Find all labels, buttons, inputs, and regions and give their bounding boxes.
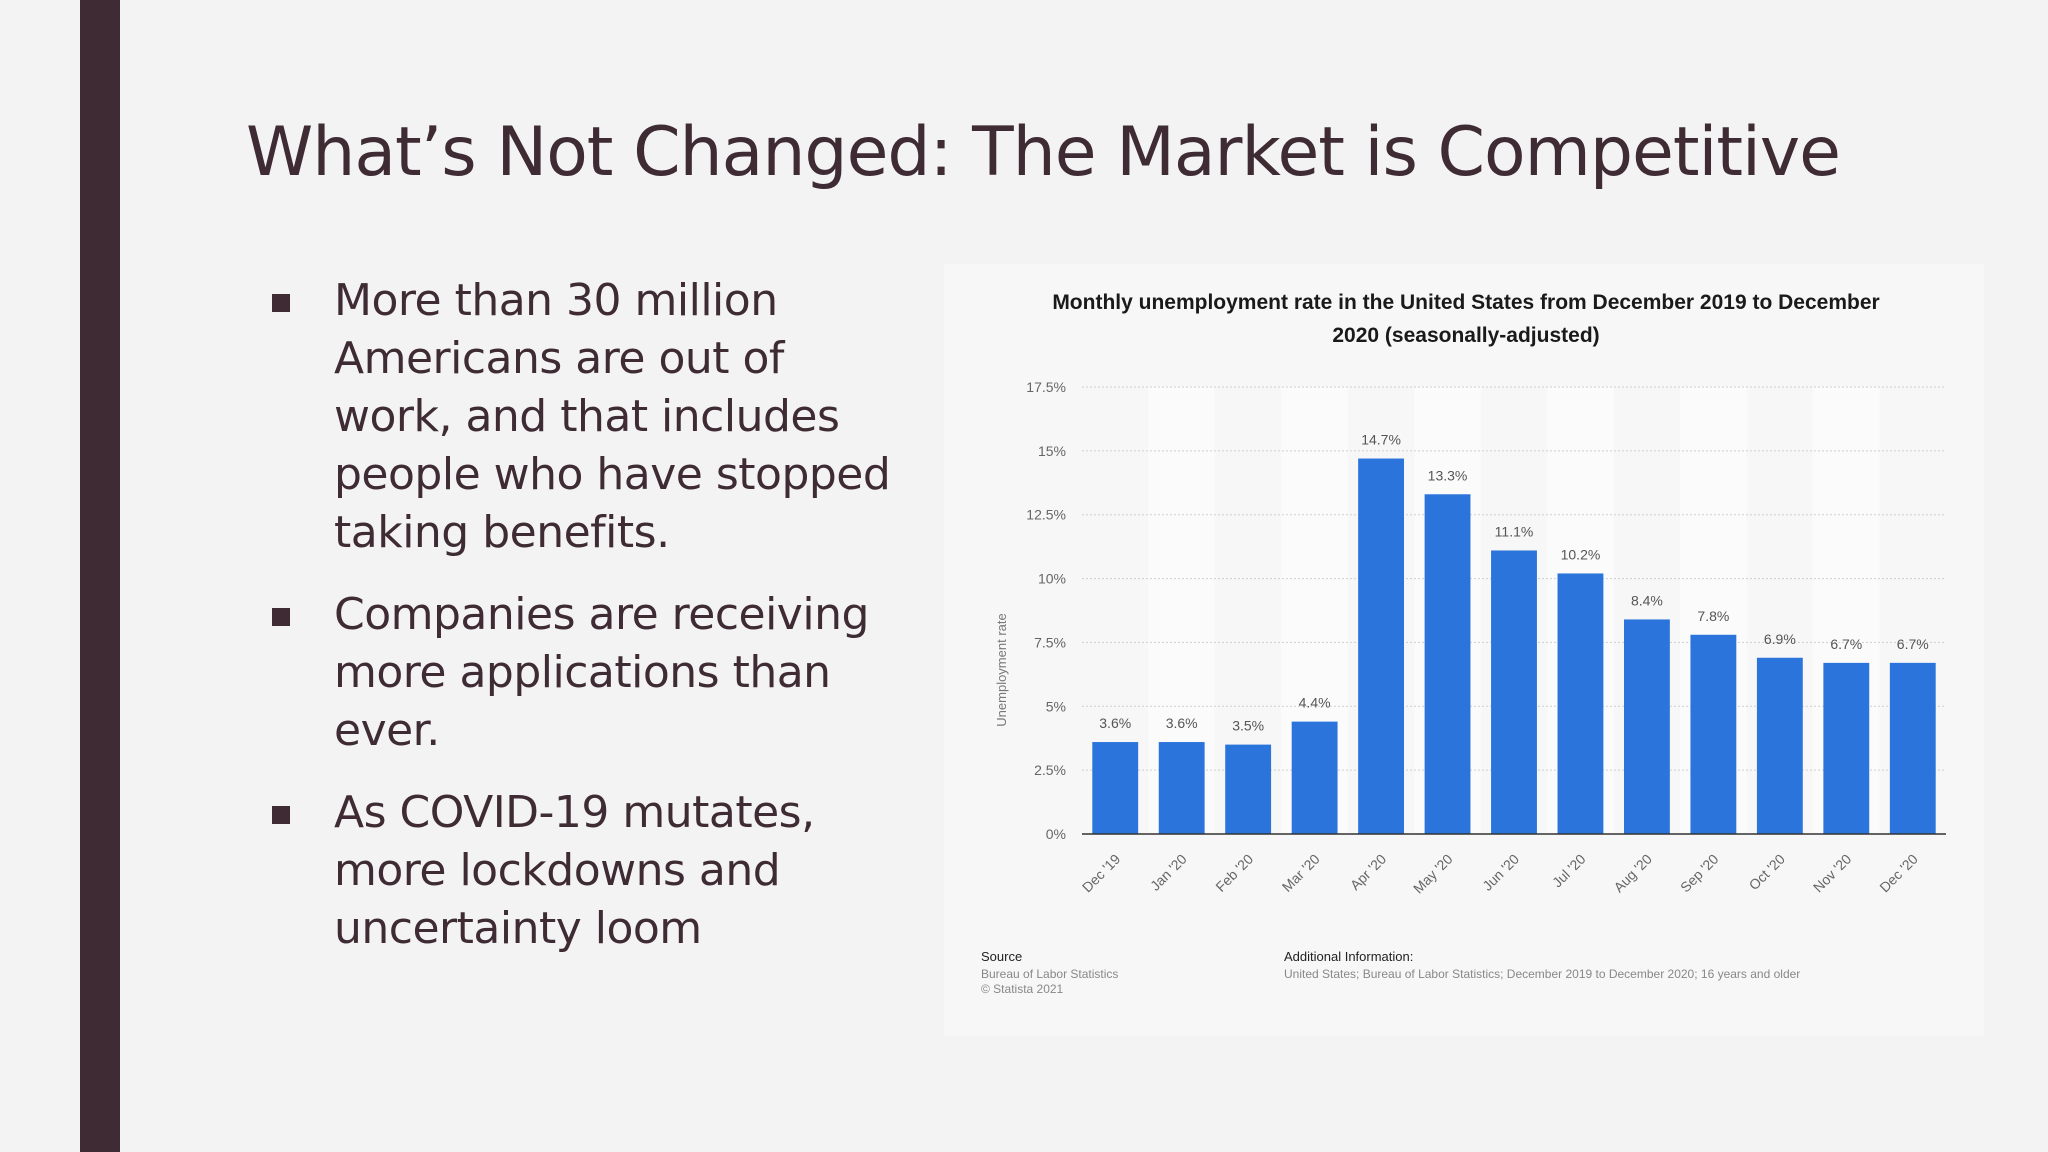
bar [1557,573,1604,834]
x-tick-label: Mar '20 [1279,851,1323,895]
bar [1823,662,1870,834]
bar [1756,657,1803,834]
square-bullet-icon [272,608,290,626]
x-tick-label: Dec '20 [1876,851,1921,896]
bar-value-label: 6.7% [1897,636,1929,652]
x-tick-label: Jul '20 [1549,851,1589,891]
bar [1225,744,1272,834]
bar-value-label: 13.3% [1428,467,1468,483]
bullet-list: More than 30 million Americans are out o… [268,272,908,982]
y-tick-label: 17.5% [1026,379,1066,395]
x-tick-label: Apr '20 [1347,851,1390,894]
bar-value-label: 14.7% [1361,432,1401,448]
y-tick-label: 10% [1038,571,1066,587]
bar-value-label: 7.8% [1697,608,1729,624]
square-bullet-icon [272,294,290,312]
square-bullet-icon [272,806,290,824]
bar-value-label: 6.9% [1764,631,1796,647]
x-tick-label: Feb '20 [1212,851,1256,895]
bar-value-label: 4.4% [1299,695,1331,711]
bar-value-label: 6.7% [1830,636,1862,652]
y-tick-label: 5% [1046,698,1066,714]
unemployment-bar-chart: Monthly unemployment rate in the United … [981,291,1946,996]
y-tick-label: 12.5% [1026,507,1066,523]
x-axis-ticks: Dec '19 Jan '20 Feb '20 Mar '20 Apr '20 May '… [1079,851,1921,897]
bullet-item: More than 30 million Americans are out o… [268,272,908,562]
bar [1889,662,1936,834]
y-tick-label: 7.5% [1034,634,1066,650]
bar-value-labels: 3.6% 3.6% 3.5% 4.4% 14.7% 13.3% 11.1% 10.2% 8.4%… [1099,432,1928,734]
bar-value-label: 11.1% [1495,523,1534,539]
bar [1291,721,1338,834]
bullet-text: Companies are receiving more application… [334,589,869,756]
bar-value-label: 3.5% [1232,718,1264,734]
source-line-2: © Statista 2021 [981,982,1064,996]
y-axis-ticks: 0% 2.5% 5% 7.5% 10% 12.5% 15% 17.5% [1026,379,1066,842]
y-tick-label: 2.5% [1034,762,1066,778]
bar [1092,742,1139,834]
chart-title-line-1: Monthly unemployment rate in the United … [1052,291,1879,314]
bullet-item: As COVID-19 mutates, more lockdowns and … [268,784,908,958]
additional-info-heading: Additional Information: [1284,949,1413,964]
bar-value-label: 3.6% [1166,715,1198,731]
bullet-text: More than 30 million Americans are out o… [334,275,891,558]
bullet-item: Companies are receiving more application… [268,586,908,760]
bars [1092,458,1936,834]
bullet-text: As COVID-19 mutates, more lockdowns and … [334,787,815,954]
x-tick-label: Jan '20 [1147,851,1190,894]
bar-value-label: 10.2% [1561,546,1601,562]
bar [1623,619,1670,834]
additional-info-text: United States; Bureau of Labor Statistic… [1284,967,1800,981]
slide-accent-bar [80,0,120,1152]
y-tick-label: 0% [1046,826,1066,842]
chart-panel: Monthly unemployment rate in the United … [944,264,1984,1036]
x-tick-label: May '20 [1410,851,1456,897]
bar [1491,550,1537,834]
bar-value-label: 8.4% [1631,592,1663,608]
x-tick-label: Nov '20 [1810,851,1855,896]
bar [1358,458,1405,834]
y-tick-label: 15% [1038,443,1066,459]
x-tick-label: Dec '19 [1079,851,1124,896]
x-tick-label: Jun '20 [1479,851,1522,894]
y-axis-label: Unemployment rate [994,613,1009,726]
x-tick-label: Oct '20 [1746,851,1789,894]
bar [1424,494,1471,834]
bar [1690,634,1737,834]
x-tick-label: Aug '20 [1610,851,1655,896]
bar-value-label: 3.6% [1099,715,1131,731]
source-line-1: Bureau of Labor Statistics [981,967,1118,981]
chart-title-line-2: 2020 (seasonally-adjusted) [1332,324,1599,347]
slide-title: What’s Not Changed: The Market is Compet… [246,113,1841,192]
x-tick-label: Sep '20 [1677,851,1722,896]
bar [1158,742,1205,834]
source-heading: Source [981,949,1022,964]
